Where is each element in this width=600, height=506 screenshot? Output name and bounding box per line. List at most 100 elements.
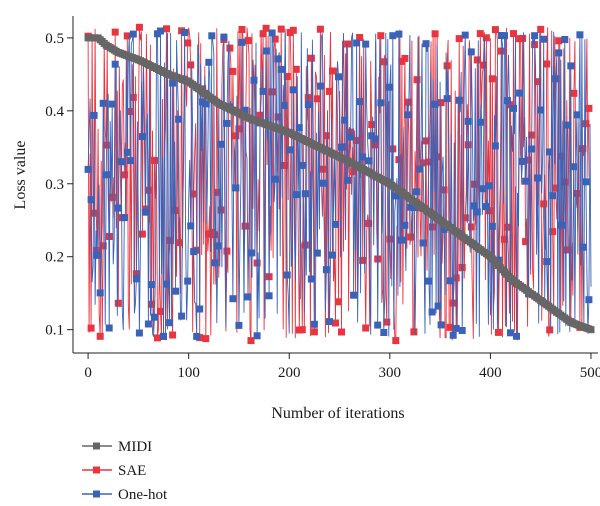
data-point [329, 251, 336, 259]
data-point [141, 208, 149, 216]
data-point [537, 25, 545, 33]
data-point [440, 186, 448, 194]
data-point [443, 95, 451, 103]
data-point [392, 192, 400, 200]
data-point [238, 26, 246, 33]
legend: MIDI SAE One-hot [82, 439, 168, 503]
data-point [105, 324, 113, 332]
data-point [585, 296, 593, 304]
data-point [310, 320, 318, 328]
data-point [437, 99, 445, 107]
data-point [93, 251, 101, 259]
data-point [289, 86, 297, 94]
data-point [307, 54, 315, 62]
data-point [558, 221, 566, 229]
data-point [516, 89, 524, 97]
data-point [117, 158, 125, 166]
data-point [371, 135, 379, 143]
data-point [540, 35, 548, 43]
legend-marker [93, 442, 100, 450]
x-tick-label: 0 [84, 365, 92, 381]
data-point [247, 337, 255, 345]
data-point [241, 222, 249, 230]
data-point [232, 184, 240, 192]
data-point [380, 58, 388, 66]
y-tick-label: 0.1 [45, 323, 64, 339]
data-point [235, 321, 243, 329]
data-point [108, 193, 116, 201]
legend-item-sae: SAE [82, 463, 146, 479]
data-point [519, 157, 527, 165]
data-point [202, 335, 210, 343]
data-point [304, 101, 312, 109]
data-point [329, 67, 336, 75]
data-point [494, 328, 502, 336]
data-point [114, 299, 122, 307]
data-point [416, 165, 424, 173]
data-point [395, 156, 403, 164]
data-point [217, 206, 225, 214]
data-point [271, 175, 279, 183]
data-point [90, 209, 98, 217]
data-point [144, 186, 152, 194]
data-point [99, 99, 107, 107]
data-point [579, 145, 587, 153]
data-point [488, 75, 496, 83]
data-point [537, 106, 545, 114]
data-point [307, 275, 315, 283]
data-point [587, 326, 595, 334]
data-point [389, 32, 397, 40]
data-point [380, 329, 388, 336]
data-point [446, 277, 454, 285]
data-point [193, 332, 201, 340]
data-point [160, 332, 167, 340]
data-point [467, 223, 475, 231]
data-point [479, 185, 487, 193]
data-point [114, 204, 122, 212]
data-point [241, 106, 249, 114]
data-point [157, 307, 164, 315]
data-point [413, 188, 421, 196]
data-point [585, 104, 593, 112]
data-point [567, 62, 575, 70]
data-point [277, 65, 285, 73]
data-point [157, 27, 164, 35]
data-point [525, 156, 533, 164]
data-point [555, 49, 563, 57]
x-tick-label: 100 [177, 365, 200, 381]
legend-marker [93, 466, 100, 474]
data-point [395, 30, 403, 38]
data-point [392, 337, 400, 345]
data-point [184, 277, 192, 285]
data-point [280, 101, 288, 109]
data-point [181, 29, 189, 36]
data-point [353, 39, 361, 47]
data-point [501, 32, 508, 40]
y-tick-label: 0.4 [45, 104, 64, 120]
data-point [211, 259, 219, 267]
data-point [132, 275, 140, 283]
data-point [401, 54, 409, 62]
data-point [316, 82, 324, 90]
data-point [464, 117, 472, 125]
data-point [250, 76, 258, 84]
data-point [476, 30, 484, 38]
data-point [461, 214, 469, 222]
data-point [298, 161, 306, 169]
data-point [501, 235, 508, 243]
data-point [332, 319, 339, 327]
data-point [96, 332, 104, 340]
data-point [265, 292, 273, 300]
data-point [214, 242, 222, 250]
data-point [552, 75, 560, 83]
data-point [280, 162, 288, 169]
x-axis-title: Number of iterations [271, 405, 404, 422]
data-point [223, 247, 231, 255]
data-point [455, 35, 463, 43]
data-point [262, 24, 270, 32]
data-point [298, 326, 306, 334]
data-point [277, 25, 285, 33]
y-tick-label: 0.3 [45, 177, 64, 193]
data-point [473, 208, 481, 216]
data-point [473, 56, 481, 64]
